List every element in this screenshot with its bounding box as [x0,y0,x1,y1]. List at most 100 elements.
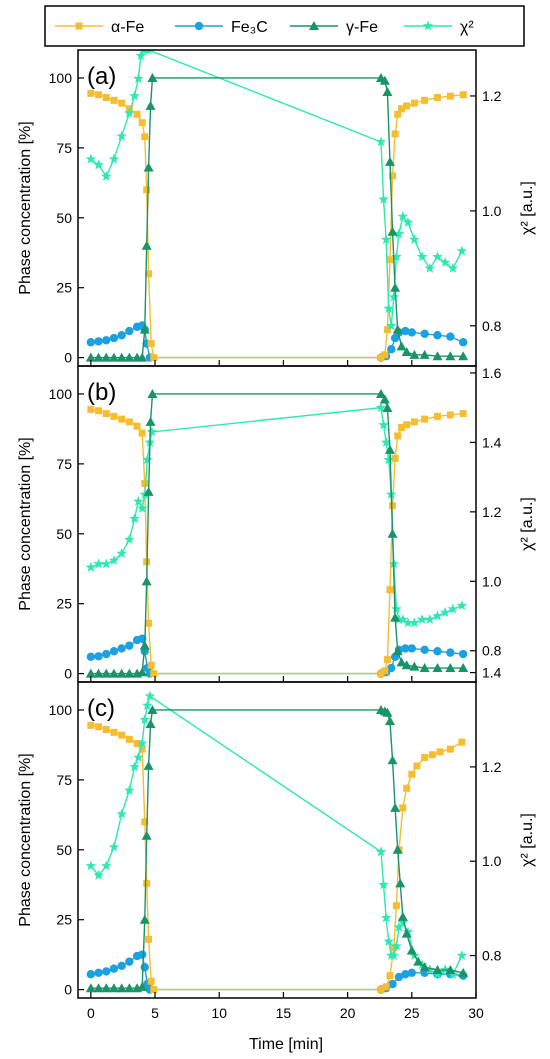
panel-label: (b) [87,379,116,406]
data-point-alpha [391,454,399,462]
data-point-alpha [391,130,399,138]
x-tick-label: 15 [276,1005,292,1021]
data-point-chi2 [439,607,451,617]
data-point-alpha [421,754,429,762]
data-point-alpha [390,944,398,952]
data-point-chi2 [146,426,158,437]
y-tick-label: 0 [64,350,72,366]
data-point-gamma [145,416,156,426]
data-point-alpha [95,407,103,415]
data-point-fe3c [433,331,442,340]
panel-c: 0 25 50 75 100 0.8 1.0 1.2 1.4 0 5 10 15 20 25 30 (c) Pha… [17,665,536,1021]
data-point-alpha [102,726,110,734]
data-point-gamma [85,983,96,993]
legend-marker-chi2 [422,20,434,31]
data-point-gamma [392,646,403,656]
data-point-gamma [419,349,430,359]
data-point-chi2 [124,534,135,545]
data-point-gamma [432,663,443,673]
data-point-alpha [145,619,153,627]
data-point-fe3c [86,970,96,979]
data-point-chi2 [116,808,127,819]
data-point-gamma [387,755,398,765]
data-point-chi2 [124,784,135,795]
data-point-chi2 [93,869,104,880]
plot-frame [77,681,477,999]
data-point-alpha [403,421,411,429]
data-point-fe3c [86,338,96,347]
data-point-fe3c [125,326,134,336]
data-point-alpha [118,731,126,739]
data-point-gamma [458,967,469,977]
data-point-alpha [377,354,385,362]
y-axis-title: Phase concentration [%] [17,121,34,294]
data-point-gamma [116,352,127,362]
y-tick-label: 50 [56,210,72,226]
data-point-alpha [381,667,389,675]
data-point-gamma [384,156,395,166]
data-point-chi2 [133,495,144,506]
data-point-gamma [116,668,127,678]
data-point-chi2 [380,912,392,923]
data-point-chi2 [85,561,97,572]
y2-tick-label: 1.2 [482,504,502,520]
data-point-fe3c [401,326,410,336]
plot-frame [77,365,477,683]
data-point-chi2 [375,136,387,147]
data-point-fe3c [94,337,103,346]
data-point-chi2 [416,613,428,624]
plot-frame [77,49,477,367]
data-point-alpha [138,745,146,753]
data-point-chi2 [142,454,153,465]
data-point-alpha [459,91,467,99]
data-point-alpha [138,429,146,437]
data-point-fe3c [125,957,134,966]
data-point-gamma [145,718,156,728]
data-point-gamma [401,347,412,357]
data-point-fe3c [117,331,126,340]
series-line-gamma [90,77,464,359]
series-line-gamma [90,709,464,989]
series-group [85,50,469,362]
data-point-alpha [410,99,418,107]
data-point-chi2 [378,419,389,430]
data-point-alpha [446,92,454,100]
y-tick-label: 75 [56,140,72,156]
data-point-chi2 [456,245,468,256]
data-point-gamma [392,844,403,854]
y2-axis-title: χ² [a.u.] [519,181,536,235]
y-tick-label: 0 [64,666,72,682]
data-point-chi2 [388,950,400,960]
data-point-gamma [85,668,96,678]
data-point-alpha [110,728,118,736]
data-point-chi2 [101,558,112,569]
data-point-alpha [421,96,429,104]
legend-marker-alpha [75,22,83,30]
data-point-chi2 [136,502,148,513]
data-point-alpha [138,119,146,127]
data-point-gamma [397,911,408,921]
y2-tick-label: 1.0 [482,853,502,869]
data-point-alpha [87,405,95,413]
data-point-gamma [108,668,119,678]
data-point-alpha [403,784,411,792]
series-group [85,690,469,994]
data-point-gamma [137,981,148,991]
data-point-gamma [409,661,420,671]
data-point-alpha [147,340,155,348]
data-point-chi2 [391,251,402,262]
data-point-chi2 [124,107,135,118]
data-point-fe3c [94,652,103,661]
data-point-alpha [410,418,418,426]
data-point-gamma [147,72,158,82]
data-point-gamma [139,914,150,924]
series-group [85,388,469,678]
data-point-gamma [137,667,148,677]
y2-tick-label: 1.0 [482,203,502,219]
data-point-gamma [143,162,154,172]
y2-axis-title: χ² [a.u.] [519,813,536,867]
data-point-chi2 [402,617,414,628]
y2-tick-label: 0.8 [482,318,502,334]
data-point-gamma [143,486,154,496]
data-point-alpha [150,354,158,362]
